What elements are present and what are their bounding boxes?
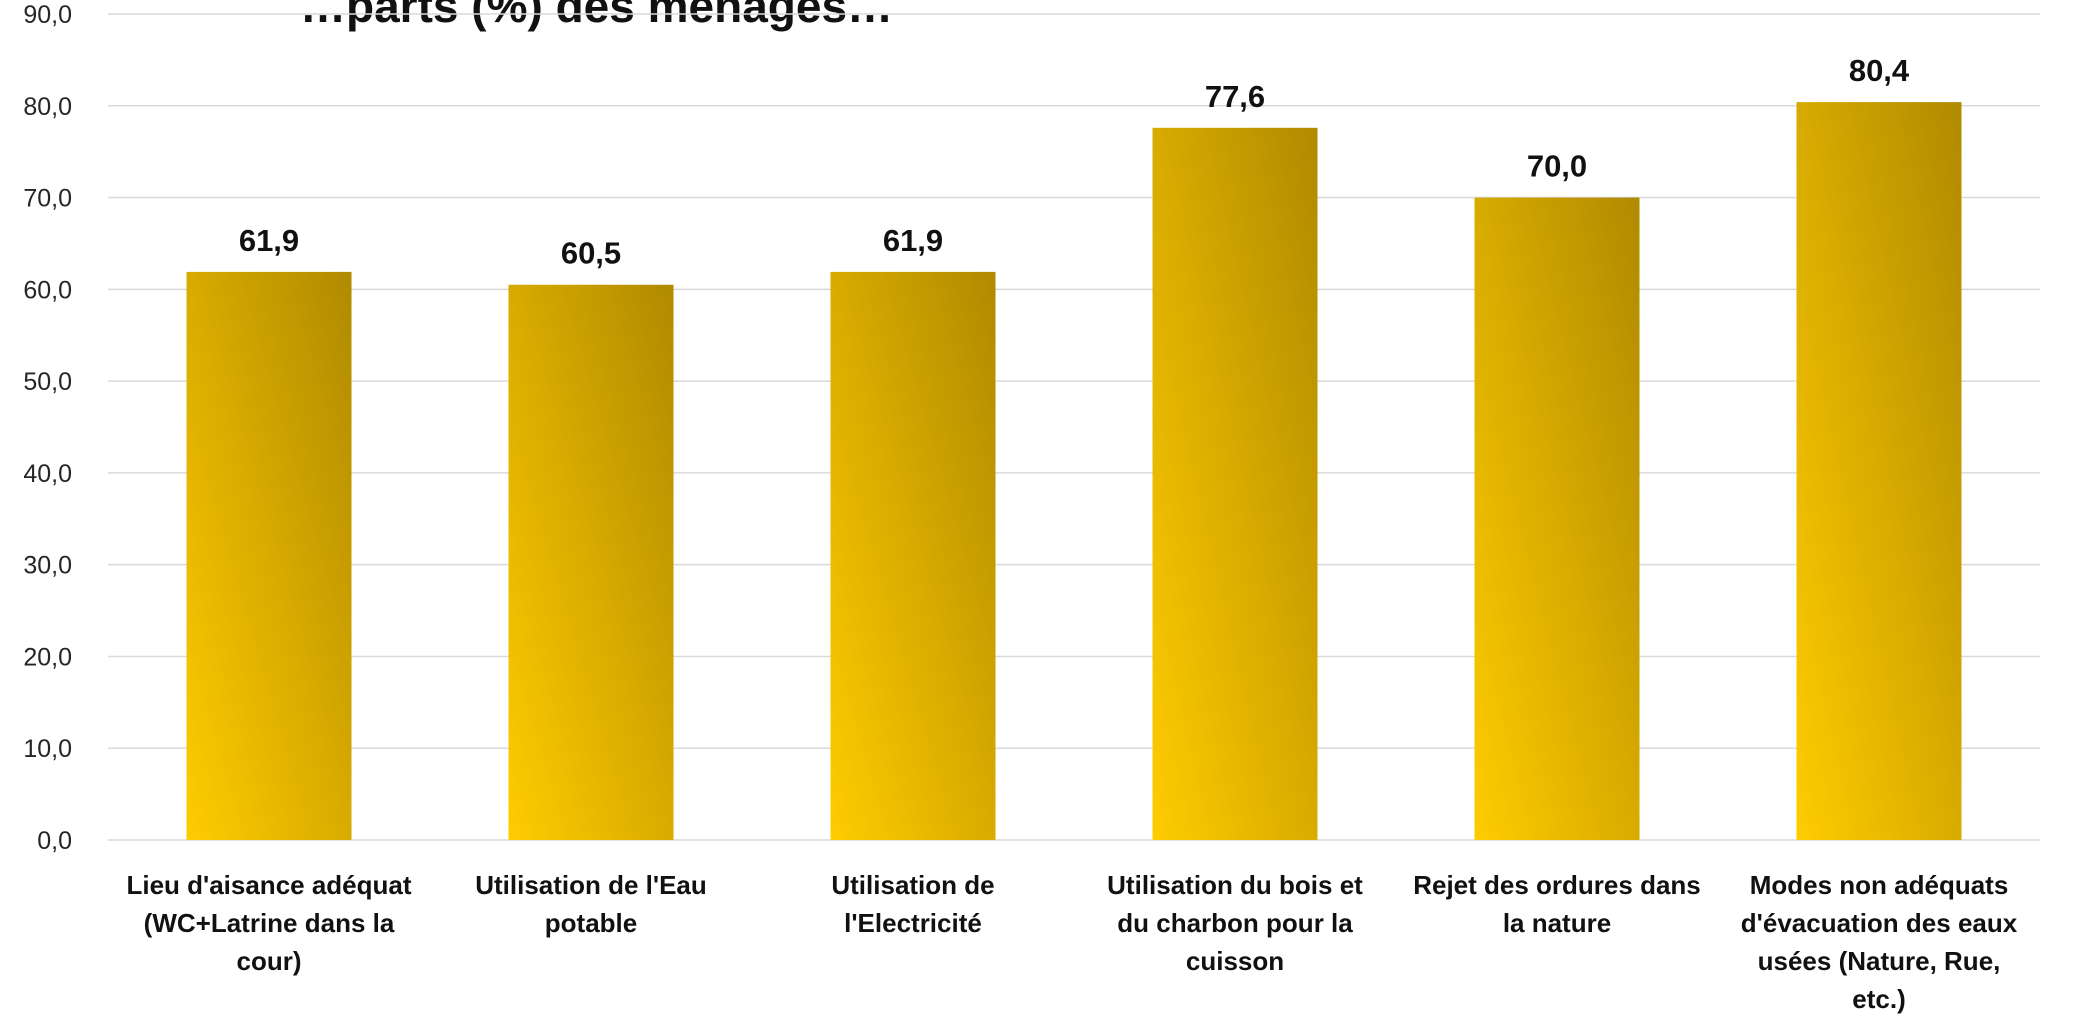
y-tick-label: 60,0 xyxy=(23,276,72,304)
x-axis: Lieu d'aisance adéquat (WC+Latrine dans l… xyxy=(126,870,2017,1014)
bar xyxy=(186,271,352,840)
y-axis: 0,0 10,0 20,0 30,0 40,0 50,0 60,0 70,0 80,0 90,0 xyxy=(23,1,72,855)
y-tick-label: 40,0 xyxy=(23,460,72,488)
data-label: 60,5 xyxy=(561,236,621,271)
y-tick-label: 90,0 xyxy=(23,1,72,29)
chart-title: …parts (%) des ménages… xyxy=(300,0,893,32)
y-tick-label: 20,0 xyxy=(23,643,72,671)
value-labels: 61,9 60,5 61,9 77,6 70,0 80,4 xyxy=(239,53,1910,271)
data-label: 61,9 xyxy=(883,223,943,258)
grid-lines xyxy=(108,13,2040,841)
x-tick-label: Utilisation de l'Electricité xyxy=(831,870,994,938)
y-tick-label: 70,0 xyxy=(23,185,72,213)
x-tick-label: Lieu d'aisance adéquat (WC+Latrine dans l… xyxy=(126,870,411,976)
y-tick-label: 50,0 xyxy=(23,368,72,396)
y-tick-label: 80,0 xyxy=(23,93,72,121)
data-label: 77,6 xyxy=(1205,79,1265,114)
x-tick-label: Utilisation du bois et du charbon pour la… xyxy=(1107,870,1363,976)
bar xyxy=(1796,102,1962,840)
y-tick-label: 30,0 xyxy=(23,552,72,580)
data-label: 80,4 xyxy=(1849,53,1910,88)
bar xyxy=(1152,127,1318,840)
data-label: 70,0 xyxy=(1527,149,1587,184)
x-tick-label: Rejet des ordures dans la nature xyxy=(1413,870,1701,938)
bar xyxy=(830,271,996,840)
bars xyxy=(186,102,1962,841)
y-tick-label: 10,0 xyxy=(23,735,72,763)
y-tick-label: 0,0 xyxy=(37,827,72,855)
data-label: 61,9 xyxy=(239,223,299,258)
bar xyxy=(1474,197,1640,841)
bar xyxy=(508,284,674,840)
x-tick-label: Modes non adéquats d'évacuation des eaux u… xyxy=(1741,870,2018,1014)
x-tick-label: Utilisation de l'Eau potable xyxy=(475,870,707,938)
